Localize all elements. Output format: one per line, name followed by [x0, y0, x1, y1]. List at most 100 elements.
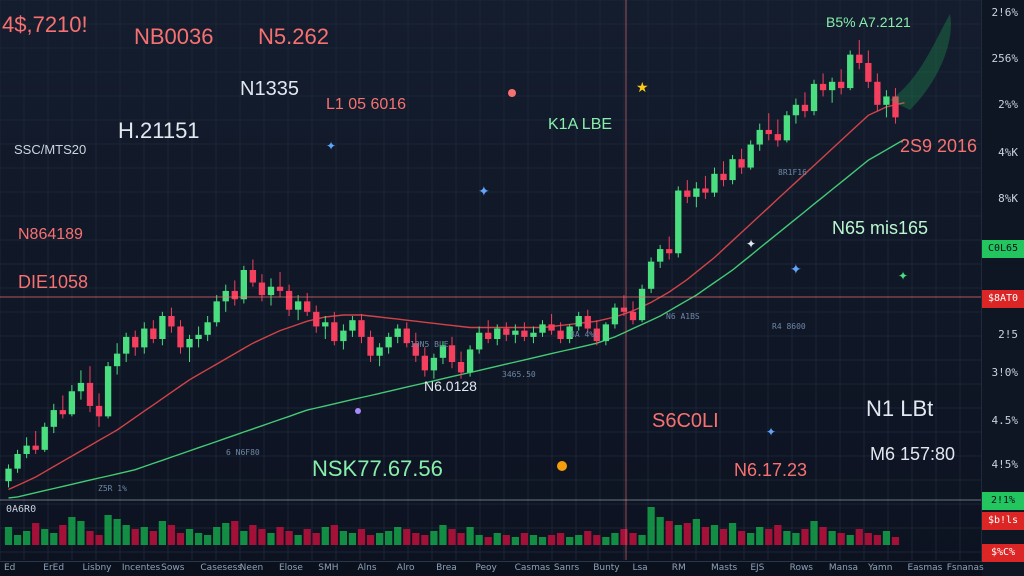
candle	[32, 431, 39, 454]
candle-body	[86, 382, 94, 406]
candle-body	[485, 332, 492, 339]
price-scale-tick: 2%%	[998, 98, 1018, 111]
candle-body	[403, 328, 410, 344]
volume-bar	[249, 525, 257, 545]
volume-bar	[104, 515, 112, 545]
candle	[367, 330, 374, 362]
time-axis-label: Sows	[161, 563, 185, 573]
candle-body	[213, 301, 220, 323]
candle	[530, 326, 537, 344]
volume-bar	[321, 527, 329, 545]
time-axis-label: Yamn	[868, 563, 893, 573]
candle-body	[195, 334, 202, 339]
volume-bar	[538, 537, 547, 545]
candle-body	[865, 63, 872, 82]
volume-bar	[231, 521, 239, 545]
candle-body	[892, 96, 899, 118]
candle	[77, 370, 85, 400]
volume-bar	[366, 535, 375, 545]
candle	[684, 180, 691, 204]
price-scale-tick: 4.5%	[991, 414, 1019, 427]
volume-bar	[638, 535, 646, 545]
volume-bar	[566, 537, 574, 545]
volume-bar	[620, 529, 628, 545]
overlay-label: N5.262	[258, 24, 329, 49]
volume-bar	[412, 533, 420, 545]
volume-bars	[4, 507, 900, 545]
candle	[95, 393, 103, 427]
candle	[249, 259, 257, 287]
volume-bar	[520, 533, 529, 545]
candle-body	[756, 129, 763, 145]
candle	[68, 385, 76, 417]
time-axis-label: Lsa	[632, 563, 648, 573]
candle-body	[656, 249, 664, 262]
candle-body	[177, 326, 184, 348]
candle	[394, 324, 401, 344]
price-scale-tick: 4%K	[998, 146, 1018, 159]
candle	[41, 422, 48, 452]
price-scale[interactable]: 2!6% 256% 2%% 4%K 8%K 2!5 3!0% 4.5% 4!5% C0L65 $8A…	[981, 0, 1024, 576]
candle	[720, 161, 727, 187]
candle-body	[466, 349, 474, 373]
candle	[656, 244, 664, 268]
volume-bar	[828, 531, 836, 545]
volume-bar	[176, 533, 185, 545]
candle-body	[584, 316, 591, 329]
volume-bar	[4, 527, 13, 545]
candle-body	[285, 290, 293, 310]
volume-bar	[584, 531, 592, 545]
moving-average-line-2	[8, 138, 905, 499]
volume-bar	[710, 525, 719, 545]
candle-body	[104, 366, 112, 417]
candle	[584, 309, 591, 333]
overlay-label: K1A LBE	[548, 116, 613, 133]
candle	[177, 320, 184, 354]
candle-body	[5, 468, 12, 482]
candle-body	[629, 311, 637, 321]
candle	[747, 140, 754, 170]
candle-body	[276, 286, 284, 291]
candle	[213, 295, 220, 327]
volume-bar	[140, 527, 148, 545]
volume-bar	[529, 535, 538, 545]
overlay-label: M6 157:80	[870, 444, 956, 464]
candle-body	[159, 316, 166, 339]
candle	[358, 313, 365, 344]
volume-bar	[547, 535, 556, 545]
candle-body	[838, 81, 845, 89]
time-axis-label: Alns	[357, 563, 377, 573]
price-scale-badge: $8AT0	[982, 290, 1024, 308]
time-axis-label: Incentes	[121, 563, 161, 573]
candle-body	[150, 328, 157, 339]
volume-bar	[674, 525, 682, 545]
volume-bar	[493, 533, 501, 545]
candle-body	[439, 345, 447, 358]
volume-bar	[602, 537, 610, 545]
candle-body	[41, 426, 48, 450]
candle-body	[141, 328, 148, 348]
candle	[557, 322, 564, 344]
candle-body	[593, 328, 600, 342]
candle-body	[394, 328, 401, 337]
candle-body	[647, 261, 655, 289]
candle-body	[132, 336, 139, 348]
volume-bar	[185, 529, 194, 545]
candle-body	[313, 311, 320, 327]
volume-bar	[95, 535, 103, 545]
candles	[5, 40, 899, 488]
volume-bar	[701, 527, 710, 545]
candle	[819, 73, 827, 97]
time-axis-label: Sanrs	[553, 563, 580, 573]
candle-body	[231, 290, 238, 300]
candle-body	[59, 410, 66, 415]
candle-body	[801, 104, 809, 112]
candle	[331, 311, 338, 346]
overlay-label: SSC/MTS20	[14, 142, 87, 157]
sparkles: ✦ ✦ ✦ ✦ ✦ ✦ ★	[326, 80, 908, 471]
overlay-label: N6.0128	[424, 378, 477, 394]
candle	[313, 305, 320, 333]
sparkle-icon: ✦	[898, 269, 908, 283]
candle-body	[430, 357, 438, 371]
volume-bar	[267, 533, 275, 545]
